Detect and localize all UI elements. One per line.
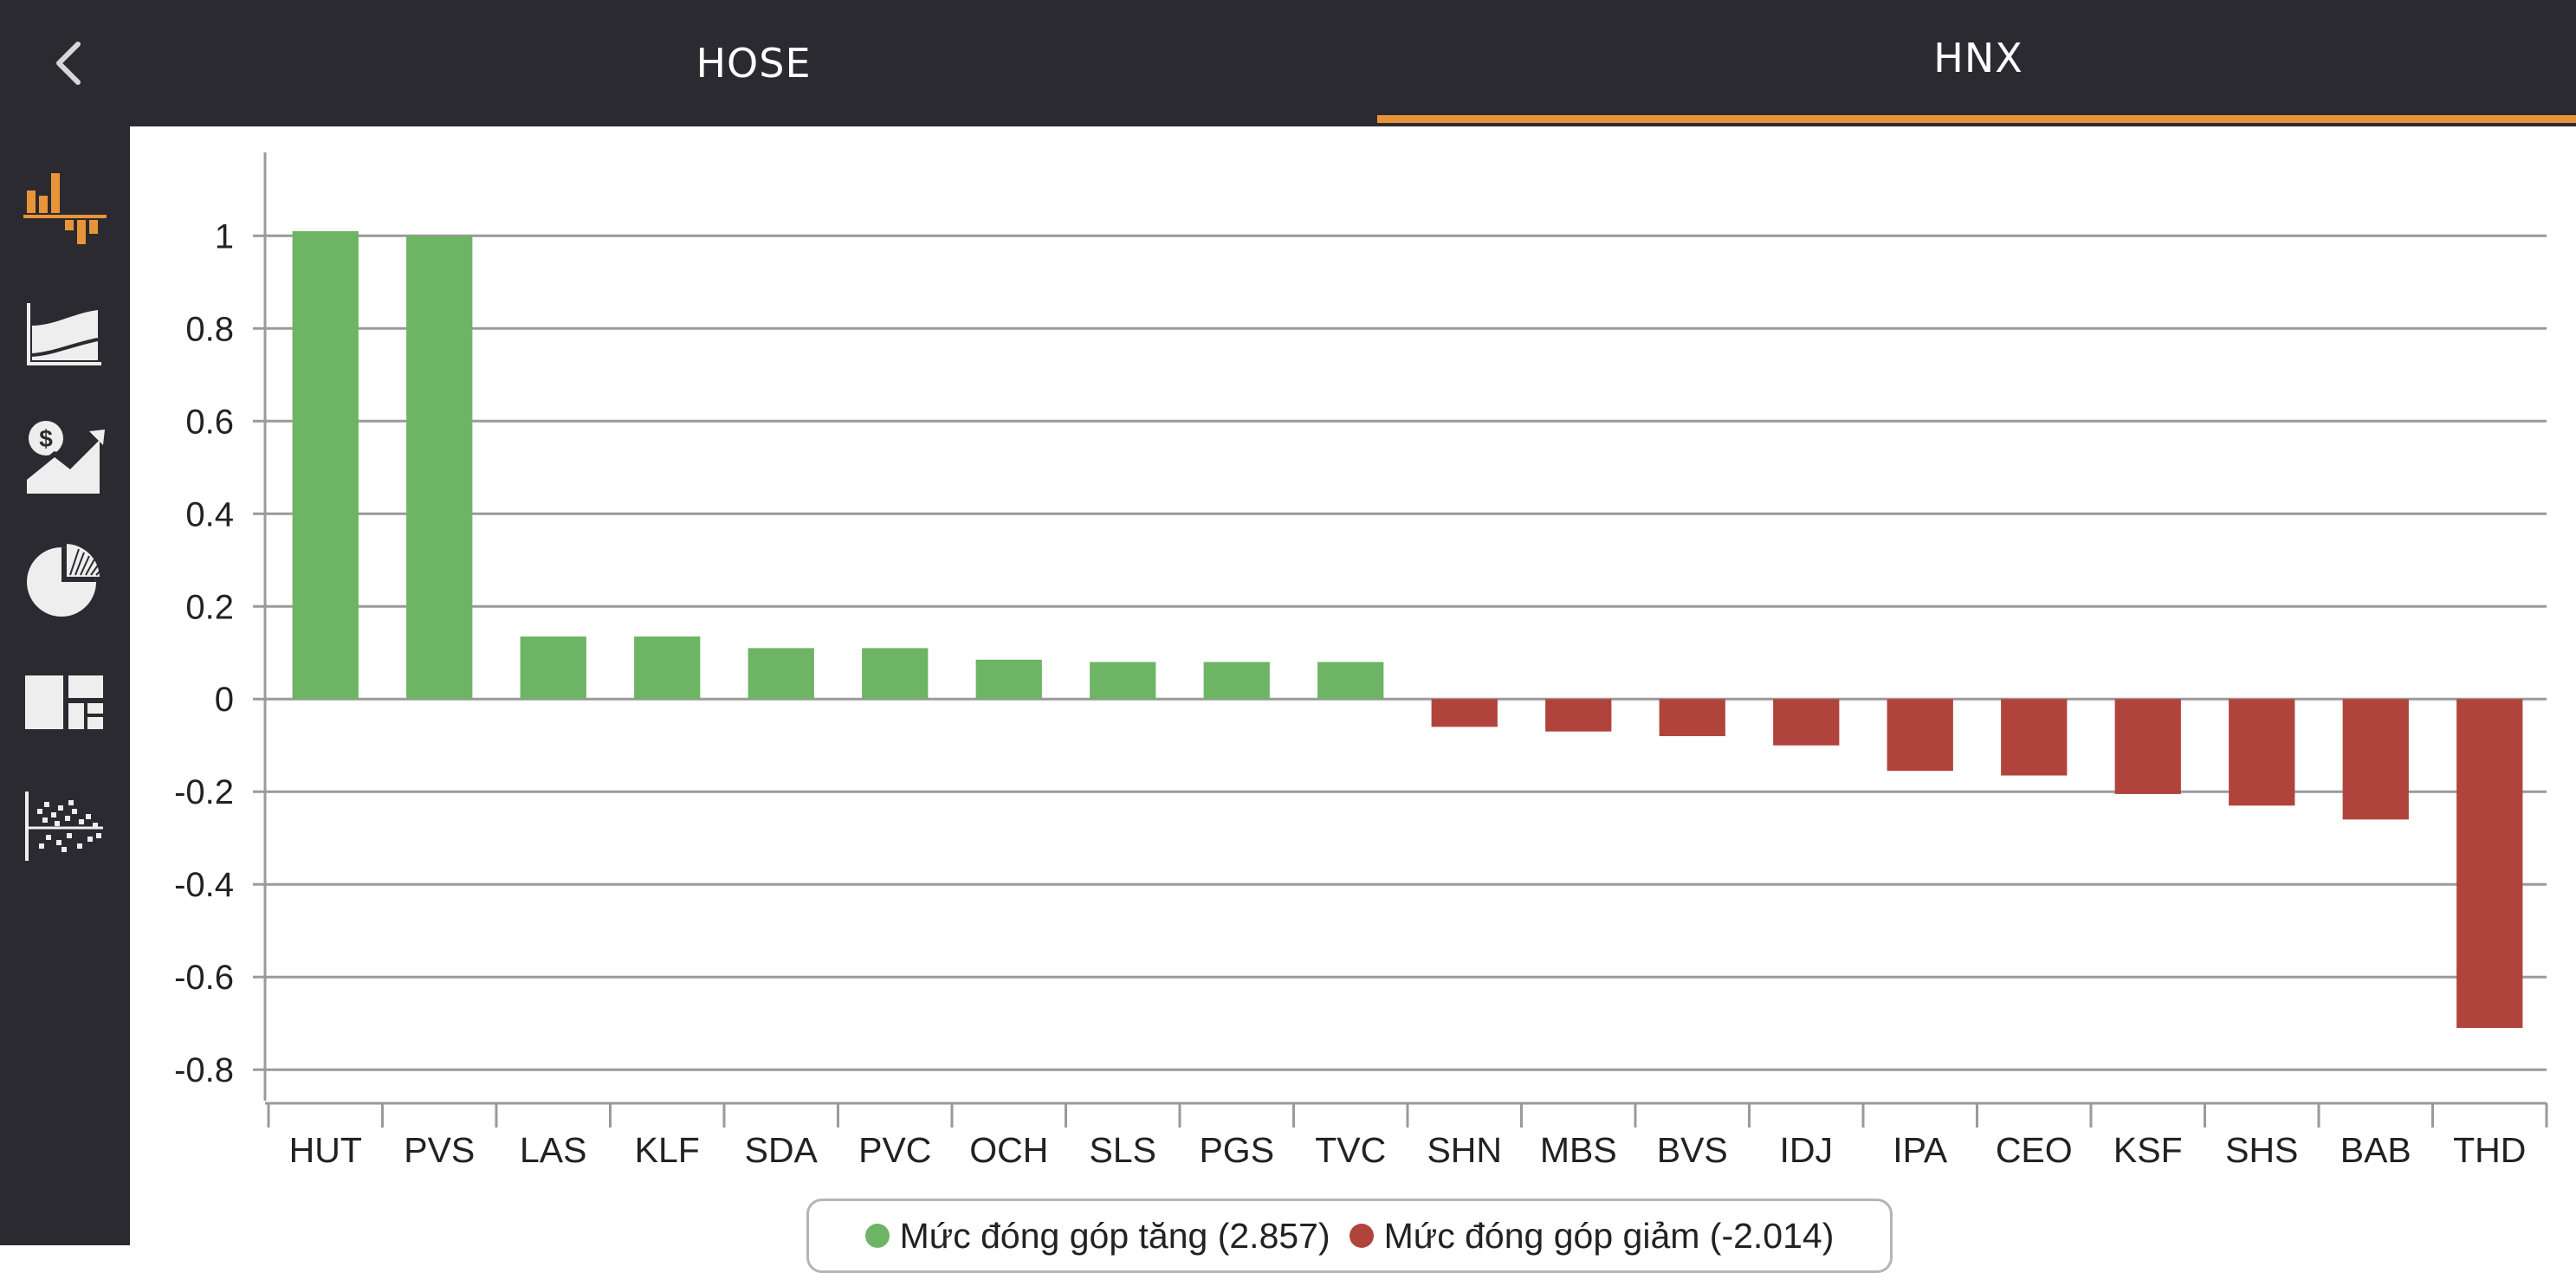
legend-marker-decrease bbox=[1349, 1224, 1374, 1248]
y-tick-label: -0.6 bbox=[174, 959, 234, 997]
bar-tvc[interactable] bbox=[1317, 662, 1384, 700]
legend-item-decrease[interactable]: Mức đóng góp giảm (-2.014) bbox=[1349, 1215, 1835, 1257]
y-tick-label: -0.2 bbox=[174, 773, 234, 811]
y-tick-label: 0.8 bbox=[185, 310, 234, 348]
x-tick-label: BAB bbox=[2340, 1130, 2411, 1170]
x-tick-label: IPA bbox=[1893, 1130, 1948, 1170]
pie-chart-icon bbox=[27, 544, 106, 617]
y-tick-label: 0.4 bbox=[185, 495, 234, 533]
bar-pvc[interactable] bbox=[862, 648, 929, 700]
tab-hose[interactable]: HOSE bbox=[152, 0, 1355, 126]
svg-text:$: $ bbox=[39, 425, 53, 452]
x-tick-label: LAS bbox=[520, 1130, 587, 1170]
y-tick-label: -0.8 bbox=[174, 1051, 234, 1089]
x-tick-label: TVC bbox=[1315, 1130, 1386, 1170]
y-tick-label: 0.6 bbox=[185, 403, 234, 441]
bar-mbs[interactable] bbox=[1545, 699, 1612, 732]
tab-hnx-label: HNX bbox=[1933, 35, 2023, 81]
sidebar-item-area[interactable] bbox=[0, 275, 130, 397]
bar-sls[interactable] bbox=[1090, 662, 1156, 700]
bar-shs[interactable] bbox=[2229, 699, 2295, 806]
bar-ipa[interactable] bbox=[1887, 699, 1953, 772]
x-tick-label: CEO bbox=[1996, 1130, 2073, 1170]
sidebar-item-money-flow[interactable]: $ bbox=[0, 398, 130, 520]
chevron-left-icon bbox=[56, 42, 81, 85]
chart-legend: Mức đóng góp tăng (2.857) Mức đóng góp g… bbox=[806, 1199, 1893, 1273]
bar-thd[interactable] bbox=[2456, 699, 2523, 1029]
bar-klf[interactable] bbox=[634, 636, 701, 700]
contribution-bar-chart: 1 0.8 0.6 0.4 0.2 0 -0.2 -0.4 -0.6 -0.8 HUT PVS LAS K… bbox=[174, 152, 2548, 1170]
x-tick-label: BVS bbox=[1657, 1130, 1728, 1170]
x-tick-label: KSF bbox=[2113, 1130, 2183, 1170]
tab-hnx[interactable]: HNX bbox=[1377, 0, 2576, 126]
top-bar: HOSE HNX bbox=[0, 0, 2576, 126]
money-trend-icon: $ bbox=[25, 421, 105, 494]
x-tick-label: SHS bbox=[2225, 1130, 2298, 1170]
bar-pvs[interactable] bbox=[406, 236, 473, 700]
y-tick-label: 0 bbox=[215, 681, 234, 719]
x-tick-label: KLF bbox=[635, 1130, 700, 1170]
sidebar-item-contribution[interactable] bbox=[0, 152, 130, 274]
scatter-icon bbox=[25, 792, 103, 861]
x-tick-label: PGS bbox=[1199, 1130, 1274, 1170]
bar-idj[interactable] bbox=[1773, 699, 1840, 746]
bar-las[interactable] bbox=[520, 636, 586, 700]
y-tick-label: -0.4 bbox=[174, 866, 234, 904]
tab-hose-label: HOSE bbox=[696, 40, 812, 87]
area-chart-icon bbox=[27, 303, 101, 365]
active-tab-indicator bbox=[1377, 115, 2576, 123]
back-button[interactable] bbox=[26, 22, 109, 105]
x-tick-label: PVC bbox=[858, 1130, 931, 1170]
x-tick-label: OCH bbox=[969, 1130, 1048, 1170]
sidebar-item-scatter[interactable] bbox=[0, 767, 130, 889]
bar-contribution-icon bbox=[23, 173, 107, 244]
y-tick-label: 1 bbox=[215, 217, 234, 255]
bar-sda[interactable] bbox=[748, 648, 814, 700]
bar-och[interactable] bbox=[975, 659, 1042, 700]
sidebar: $ bbox=[0, 126, 130, 1245]
bar-pgs[interactable] bbox=[1203, 662, 1270, 700]
x-tick-label: PVS bbox=[404, 1130, 475, 1170]
legend-marker-increase bbox=[864, 1224, 890, 1248]
bar-shn[interactable] bbox=[1431, 699, 1498, 727]
x-tick-label: MBS bbox=[1540, 1130, 1617, 1170]
bar-ksf[interactable] bbox=[2114, 699, 2181, 794]
x-tick-label: SDA bbox=[745, 1130, 819, 1170]
x-tick-label: THD bbox=[2453, 1130, 2526, 1170]
y-tick-label: 0.2 bbox=[185, 588, 234, 626]
legend-item-increase[interactable]: Mức đóng góp tăng (2.857) bbox=[864, 1215, 1330, 1257]
sidebar-item-treemap[interactable] bbox=[0, 644, 130, 766]
bar-bab[interactable] bbox=[2342, 699, 2409, 820]
x-tick-label: IDJ bbox=[1780, 1130, 1834, 1170]
bar-ceo[interactable] bbox=[2001, 699, 2068, 776]
x-tick-label: SHN bbox=[1427, 1130, 1502, 1170]
x-tick-label: HUT bbox=[289, 1130, 362, 1170]
sidebar-item-pie[interactable] bbox=[0, 521, 130, 643]
legend-label-increase: Mức đóng góp tăng (2.857) bbox=[899, 1215, 1330, 1256]
chart-area: 1 0.8 0.6 0.4 0.2 0 -0.2 -0.4 -0.6 -0.8 HUT PVS LAS K… bbox=[130, 126, 2576, 1268]
x-tick-label: SLS bbox=[1090, 1130, 1157, 1170]
bar-hut[interactable] bbox=[292, 230, 359, 700]
legend-label-decrease: Mức đóng góp giảm (-2.014) bbox=[1383, 1215, 1835, 1256]
bar-bvs[interactable] bbox=[1659, 699, 1725, 737]
treemap-icon bbox=[25, 675, 103, 729]
